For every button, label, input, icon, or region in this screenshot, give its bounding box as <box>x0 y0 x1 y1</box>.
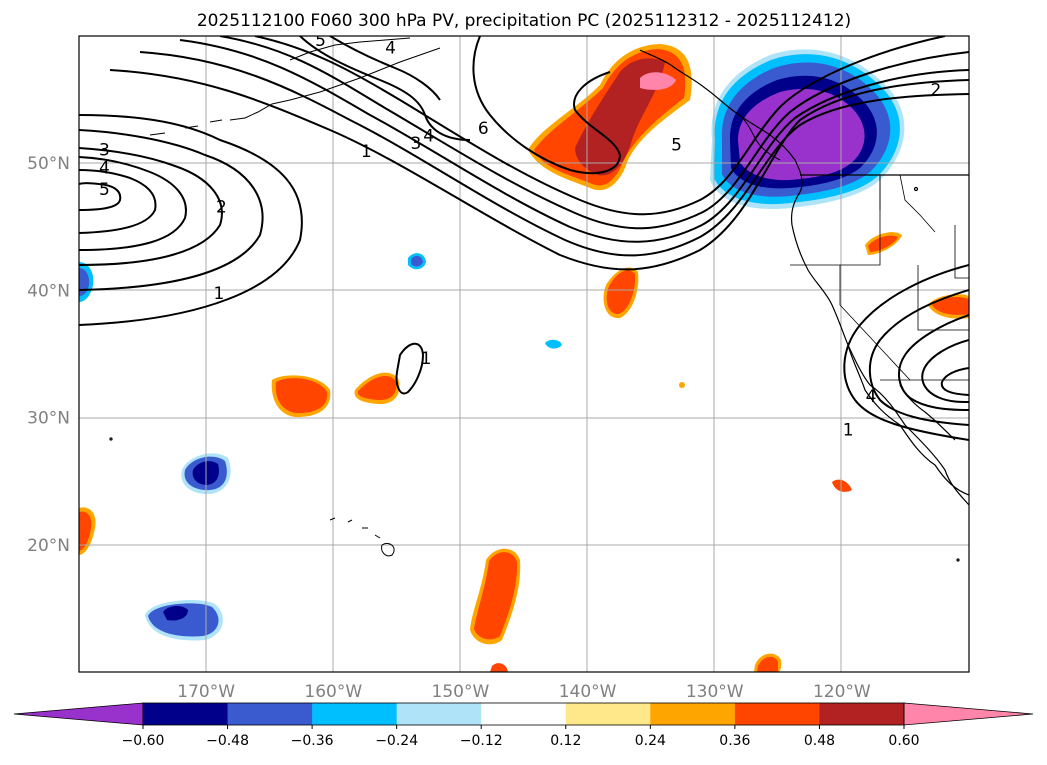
colorbar-tick-label: 0.60 <box>888 733 919 749</box>
lon-tick-label: 150°W <box>432 682 490 702</box>
lat-tick-label: 50°N <box>27 154 70 174</box>
colorbar-tick-label: −0.24 <box>375 733 418 749</box>
pv-contour-label: 2 <box>931 81 942 101</box>
colorbar-segment <box>227 703 313 725</box>
pv-contour-label: 1 <box>361 142 372 162</box>
pv-contour-label: 1 <box>843 420 854 440</box>
pv-contour-label: 4 <box>423 126 434 146</box>
pv-contour-label: 1 <box>421 349 432 369</box>
pv-contour-label: 6 <box>478 119 489 139</box>
colorbar-segment <box>312 703 398 725</box>
pv-contour-label: 5 <box>315 31 326 51</box>
colorbar-segment <box>819 703 905 725</box>
colorbar-segment <box>565 703 651 725</box>
lat-tick-label: 40°N <box>27 281 70 301</box>
colorbar-extend-high <box>903 702 1034 726</box>
colorbar-segment <box>481 703 567 725</box>
pv-contour-label: 4 <box>866 387 877 407</box>
colorbar-segment <box>650 703 736 725</box>
lon-tick-labels: 170°W 160°W 150°W 140°W 130°W 120°W <box>177 682 871 702</box>
pv-contour-label: 4 <box>385 39 396 59</box>
lat-tick-label: 20°N <box>27 536 70 556</box>
colorbar-tick-label: −0.60 <box>122 733 165 749</box>
colorbar-segment <box>396 703 482 725</box>
colorbar-tick-label: −0.48 <box>206 733 249 749</box>
colorbar-tick-label: −0.12 <box>460 733 503 749</box>
colorbar: −0.60 −0.48 −0.36 −0.24 −0.12 0.12 0.24 0.36 0.4… <box>13 702 1034 749</box>
lon-tick-label: 130°W <box>686 682 744 702</box>
pv-contour-label: 4 <box>99 158 110 178</box>
colorbar-segment <box>143 703 229 725</box>
precip-blob-24n-120w <box>832 479 852 492</box>
lon-tick-label: 170°W <box>177 682 235 702</box>
colorbar-tick-label: −0.36 <box>291 733 334 749</box>
colorbar-extend-low <box>13 702 144 726</box>
colorbar-tick-label: 0.48 <box>804 733 835 749</box>
pv-contour-label: 2 <box>216 198 227 218</box>
chart-title: 2025112100 F060 300 hPa PV, precipitatio… <box>197 11 851 31</box>
pv-contour-label: 3 <box>411 134 422 154</box>
colorbar-tick-label: 0.12 <box>550 733 581 749</box>
lon-tick-label: 140°W <box>559 682 617 702</box>
lon-tick-label: 160°W <box>304 682 362 702</box>
pv-contour-label: 3 <box>99 140 110 160</box>
colorbar-segment <box>734 703 820 725</box>
map-frame <box>78 35 970 673</box>
lon-tick-label: 120°W <box>813 682 871 702</box>
pv-contour-label: 5 <box>99 180 110 200</box>
pv-contour-label: 1 <box>213 284 224 304</box>
graticule <box>79 36 969 672</box>
lat-tick-label: 30°N <box>27 409 70 429</box>
pv-contour-label: 5 <box>671 135 682 155</box>
precip-positive-fields <box>79 44 969 672</box>
precip-blob-36n-146w <box>545 339 562 349</box>
colorbar-tick-label: 0.24 <box>635 733 666 749</box>
colorbar-tick-label: 0.36 <box>719 733 750 749</box>
lat-tick-labels: 20°N 30°N 40°N 50°N <box>27 154 70 556</box>
pv-contours <box>79 36 969 441</box>
